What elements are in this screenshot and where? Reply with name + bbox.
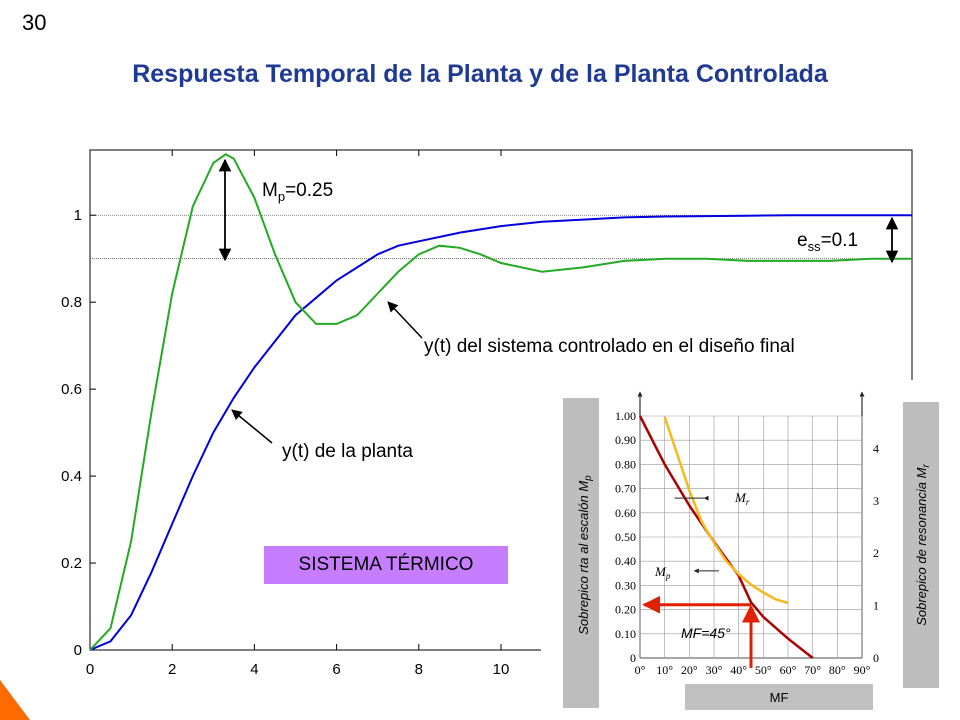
inset-y-tick-label: 0.70: [615, 482, 636, 496]
x-tick-label: 0: [86, 661, 94, 678]
inset-x-tick-label: 70°: [804, 663, 821, 677]
mp-annotation-sub: p: [277, 188, 286, 204]
inset-xlabel: MF: [770, 690, 789, 705]
mp-annotation: Mp=0.25: [262, 180, 333, 204]
inset-right-tick-label: 1: [873, 599, 879, 613]
y-tick-label: 1: [74, 207, 82, 224]
y-tick-label: 0.2: [61, 555, 82, 572]
inset-y-tick-label: 0.50: [615, 530, 636, 544]
mp-annotation-symbol: M: [262, 180, 278, 201]
inset-mp-label-text: M: [654, 564, 667, 579]
x-tick-label: 2: [168, 661, 176, 678]
mp-annotation-value: =0.25: [285, 180, 334, 201]
inset-x-tick-label: 40°: [730, 663, 747, 677]
inset-y-tick-label: 0.80: [615, 457, 636, 471]
inset-x-tick-label: 0°: [635, 663, 646, 677]
inset-y-tick-label: 0.10: [615, 627, 636, 641]
ess-annotation: ess=0.1: [797, 230, 858, 254]
inset-x-tick-label: 60°: [780, 663, 797, 677]
inset-right-tick-label: 0: [873, 651, 879, 665]
ess-annotation-sub: ss: [807, 238, 821, 254]
inset-y-tick-label: 0.40: [615, 554, 636, 568]
inset-left-label-sub: p: [583, 475, 594, 482]
inset-x-tick-label: 10°: [656, 663, 673, 677]
inset-mp-label: Mp: [654, 564, 671, 581]
inset-right-tick-label: 3: [873, 494, 879, 508]
inset-mr-label-sub: r: [746, 497, 750, 507]
inset-y-tick-label: 0.20: [615, 603, 636, 617]
inset-mr-curve: [663, 416, 789, 605]
inset-y-tick-label: 0.60: [615, 506, 636, 520]
inset-y-tick-label: 0.90: [615, 433, 636, 447]
ess-annotation-value: =0.1: [820, 230, 859, 251]
inset-xlabel-box: [685, 684, 873, 710]
inset-x-tick-label: 50°: [755, 663, 772, 677]
inset-right-label-box: [903, 402, 939, 688]
slide-title: Respuesta Temporal de la Planta y de la …: [132, 60, 828, 88]
inset-right-label-sub: r: [921, 464, 932, 468]
plant-label: y(t) de la planta: [282, 441, 413, 462]
inset-y-tick-label: 1.00: [615, 409, 636, 423]
inset-right-tick-label: 2: [873, 546, 879, 560]
ess-annotation-symbol: e: [797, 230, 808, 251]
system-badge: SISTEMA TÉRMICO: [264, 546, 508, 584]
y-tick-label: 0.4: [61, 468, 82, 485]
inset-x-tick-label: 80°: [829, 663, 846, 677]
controlled-system-label: y(t) del sistema controlado en el diseño…: [424, 336, 795, 357]
slide-number: 30: [22, 10, 47, 35]
x-tick-label: 6: [332, 661, 340, 678]
inset-left-label-box: [563, 398, 599, 708]
inset-right-tick-label: 4: [873, 441, 879, 455]
corner-decoration: [0, 680, 30, 720]
inset-mf-annotation: MF=45°: [681, 625, 731, 641]
inset-right-label: Sobrepico de resonancia Mr: [914, 464, 932, 626]
controlled-pointer-arrow: [387, 301, 423, 339]
inset-x-tick-label: 30°: [706, 663, 723, 677]
inset-mr-label: Mr: [734, 490, 750, 507]
series-line-1: [89, 153, 912, 651]
plant-pointer-arrow: [231, 409, 273, 444]
inset-y-tick-label: 0.30: [615, 578, 636, 592]
x-tick-label: 8: [415, 661, 423, 678]
x-tick-label: 4: [250, 661, 258, 678]
inset-background: [541, 380, 954, 720]
inset-x-tick-label: 20°: [681, 663, 698, 677]
inset-y-tick-label: 0: [630, 651, 636, 665]
inset-left-label: Sobrepico rta al escalón Mp: [576, 475, 594, 635]
y-tick-label: 0.8: [61, 294, 82, 311]
inset-right-label-text: Sobrepico de resonancia M: [914, 467, 929, 625]
y-tick-label: 0.6: [61, 381, 82, 398]
inset-left-label-text: Sobrepico rta al escalón M: [576, 481, 591, 635]
x-tick-label: 10: [493, 661, 510, 678]
inset-mp-label-sub: p: [665, 571, 671, 581]
inset-x-tick-label: 90°: [854, 663, 871, 677]
y-tick-label: 0: [74, 642, 82, 659]
inset-mr-label-text: M: [734, 490, 747, 505]
series-line-0: [89, 214, 912, 651]
